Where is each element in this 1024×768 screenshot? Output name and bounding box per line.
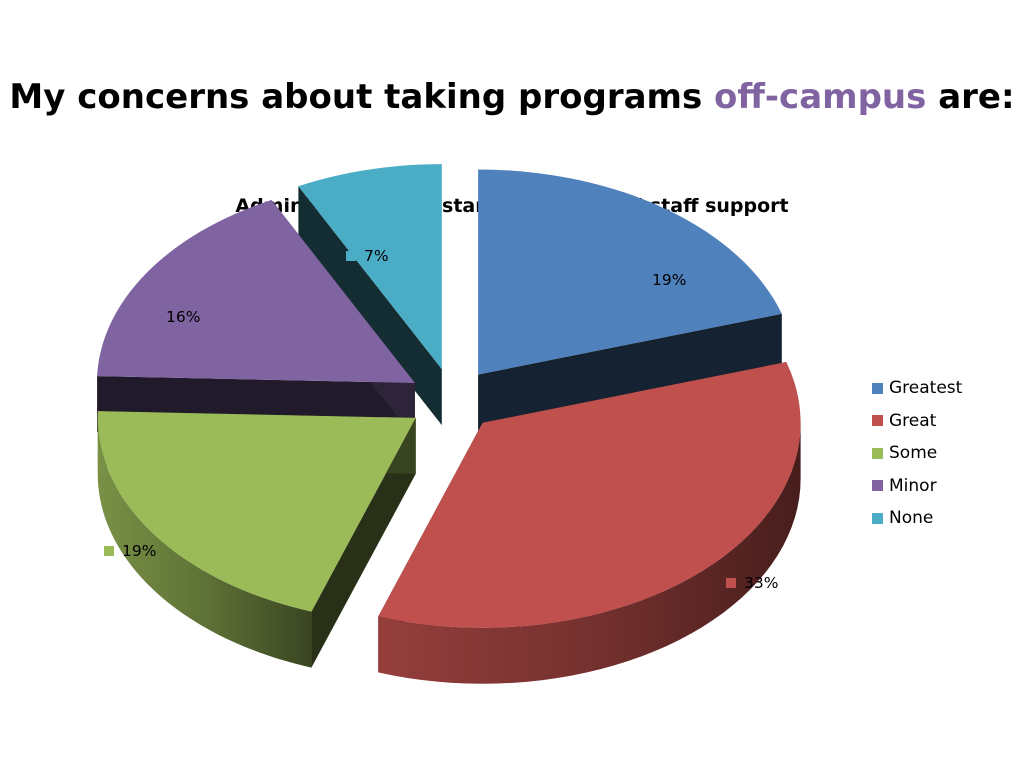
legend-label: Some	[889, 443, 938, 464]
legend-label: Greatest	[889, 378, 963, 399]
pie-slice-top	[97, 199, 415, 383]
pie-slice-top	[378, 362, 801, 628]
legend-item-greatest: Greatest	[872, 372, 962, 405]
pie-slice-none	[298, 164, 442, 426]
legend-item-great: Great	[872, 405, 962, 438]
legend-swatch	[872, 382, 883, 394]
legend-swatch	[872, 480, 883, 492]
title-text-2: are:	[926, 77, 1015, 117]
data-label-none: 7%	[346, 246, 389, 266]
legend: Greatest Great Some Minor None	[872, 372, 962, 535]
data-label-text: 16%	[166, 308, 201, 326]
data-label-great: 33%	[726, 573, 778, 593]
data-label-text: 33%	[744, 574, 779, 592]
pie-slice-greatest	[478, 169, 782, 431]
slide-title: My concerns about taking programs off-ca…	[0, 72, 1024, 122]
data-label-text: 19%	[122, 542, 157, 560]
legend-item-some: Some	[872, 437, 962, 470]
data-label-swatch	[634, 275, 644, 285]
pie-slice-wall	[311, 417, 416, 668]
data-label-swatch	[346, 251, 356, 261]
legend-swatch	[872, 415, 883, 427]
pie-slice-some	[97, 411, 416, 668]
pie-slice-wall	[478, 313, 782, 431]
data-label-text: 7%	[364, 247, 389, 265]
data-label-swatch	[726, 578, 736, 588]
pie-slice-wall	[298, 186, 442, 426]
data-label-text: 19%	[652, 271, 687, 289]
data-label-swatch	[148, 312, 158, 322]
pie-slice-top	[97, 411, 416, 612]
data-label-some: 19%	[104, 541, 156, 561]
data-label-greatest: 19%	[634, 270, 686, 290]
pie-slice-side-shade	[97, 417, 312, 668]
title-accent-text: off-campus	[714, 77, 927, 117]
legend-swatch	[872, 512, 883, 524]
title-text-1: My concerns about taking programs	[9, 77, 715, 117]
pie-slice-great	[378, 362, 801, 684]
pie-slice-side-shade	[378, 422, 801, 684]
legend-item-none: None	[872, 502, 962, 535]
legend-swatch	[872, 447, 883, 459]
pie-slice-top	[478, 169, 782, 375]
pie-slice-top	[298, 164, 442, 370]
data-label-swatch	[104, 546, 114, 556]
legend-item-minor: Minor	[872, 470, 962, 503]
legend-label: None	[889, 508, 934, 529]
legend-label: Great	[889, 410, 937, 431]
legend-label: Minor	[889, 475, 937, 496]
data-label-minor: 16%	[148, 307, 200, 327]
